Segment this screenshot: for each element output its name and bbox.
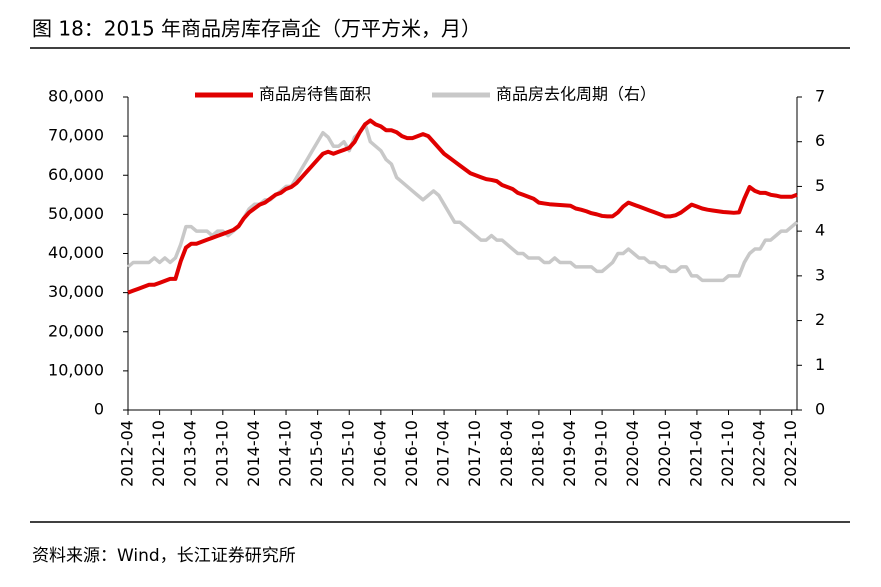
x-tick-label: 2020-10 [655, 420, 674, 487]
y-tick-label: 70,000 [48, 126, 104, 145]
x-tick-label: 2022-04 [750, 420, 769, 487]
series-line [127, 118, 798, 295]
y-tick-label: 30,000 [48, 282, 104, 301]
y2-tick-label: 5 [815, 176, 825, 195]
y-tick-label: 80,000 [48, 87, 104, 106]
x-tick-label: 2016-10 [402, 420, 421, 487]
legend-label: 商品房去化周期（右） [496, 85, 656, 104]
x-tick-label: 2016-04 [370, 420, 389, 487]
x-tick-label: 2015-10 [339, 420, 358, 487]
x-tick-label: 2014-10 [276, 420, 295, 487]
y-tick-label: 40,000 [48, 243, 104, 262]
legend-label: 商品房待售面积 [259, 85, 371, 104]
y2-tick-label: 4 [815, 221, 825, 240]
x-tick-label: 2019-10 [592, 420, 611, 487]
x-tick-label: 2017-04 [434, 420, 453, 487]
x-tick-label: 2020-04 [623, 420, 642, 487]
y2-tick-label: 6 [815, 131, 825, 150]
y-tick-label: 60,000 [48, 165, 104, 184]
x-tick-label: 2012-10 [149, 420, 168, 487]
y2-tick-label: 7 [815, 87, 825, 106]
source: 资料来源：Wind，长江证券研究所 [32, 546, 296, 566]
y-tick-label: 20,000 [48, 321, 104, 340]
y2-tick-label: 1 [815, 355, 825, 374]
series-line [126, 122, 799, 283]
x-tick-label: 2017-10 [465, 420, 484, 487]
x-tick-label: 2022-10 [781, 420, 800, 487]
y2-tick-label: 2 [815, 310, 825, 329]
y-tick-label: 0 [94, 400, 104, 419]
x-tick-label: 2021-04 [686, 420, 705, 487]
y2-tick-label: 3 [815, 265, 825, 284]
x-tick-label: 2018-10 [528, 420, 547, 487]
y2-tick-label: 0 [815, 400, 825, 419]
x-tick-label: 2015-04 [307, 420, 326, 487]
x-tick-label: 2013-10 [212, 420, 231, 487]
chart-title: 图 18：2015 年商品房库存高企（万平方米，月） [32, 17, 481, 41]
x-tick-label: 2021-10 [718, 420, 737, 487]
x-tick-label: 2014-04 [244, 420, 263, 487]
x-tick-label: 2018-04 [497, 420, 516, 487]
x-tick-label: 2013-04 [181, 420, 200, 487]
y-tick-label: 50,000 [48, 204, 104, 223]
x-tick-label: 2019-04 [560, 420, 579, 487]
x-tick-label: 2012-04 [118, 420, 137, 487]
y-tick-label: 10,000 [48, 360, 104, 379]
